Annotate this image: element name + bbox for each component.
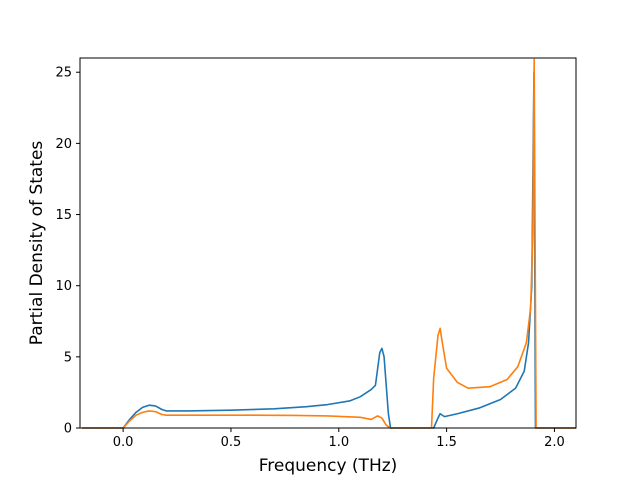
x-tick-label: 0.0 [113,435,134,450]
y-tick-label: 15 [55,208,72,223]
x-tick-label: 2.0 [544,435,565,450]
series-line-1 [82,71,576,429]
y-tick-label: 20 [55,137,72,152]
axes-frame [79,57,577,429]
x-tick-label: 1.5 [436,435,457,450]
x-axis-label: Frequency (THz) [259,456,398,476]
y-axis-label: Partial Density of States [27,141,47,346]
y-tick-label: 25 [55,66,72,81]
y-tick-label: 10 [55,279,72,294]
y-tick-label: 5 [64,350,72,365]
series-layer [82,58,576,429]
y-axis: 0 5 10 15 20 25 [55,66,80,437]
plot-background [80,58,576,428]
x-axis: 0.0 0.5 1.0 1.5 2.0 [113,428,565,450]
series-line-2 [82,58,576,429]
x-tick-label: 0.5 [221,435,242,450]
x-tick-label: 1.0 [328,435,349,450]
y-tick-label: 0 [64,422,72,437]
